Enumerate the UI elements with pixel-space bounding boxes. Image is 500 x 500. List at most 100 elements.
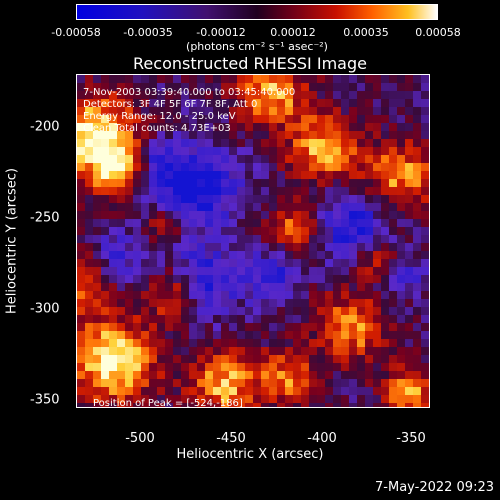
heatmap-cell — [181, 331, 189, 339]
heatmap-cell — [133, 395, 141, 403]
heatmap-cell — [77, 99, 85, 107]
heatmap-cell — [109, 243, 117, 251]
heatmap-cell — [221, 315, 229, 323]
heatmap-cell — [93, 235, 101, 243]
heatmap-cell — [245, 227, 253, 235]
heatmap-cell — [405, 347, 413, 355]
heatmap-cell — [373, 315, 381, 323]
image-plot[interactable]: 7-Nov-2003 03:39:40.000 to 03:45:40.000 … — [76, 74, 430, 408]
heatmap-cell — [405, 187, 413, 195]
heatmap-cell — [293, 179, 301, 187]
heatmap-cell — [317, 251, 325, 259]
heatmap-cell — [93, 251, 101, 259]
heatmap-cell — [77, 379, 85, 387]
heatmap-cell — [77, 299, 85, 307]
heatmap-cell — [381, 107, 389, 115]
heatmap-cell — [213, 243, 221, 251]
heatmap-cell — [93, 403, 101, 407]
heatmap-cell — [245, 403, 253, 407]
heatmap-cell — [213, 83, 221, 91]
heatmap-cell — [333, 155, 341, 163]
heatmap-cell — [133, 307, 141, 315]
heatmap-cell — [245, 235, 253, 243]
heatmap-cell — [237, 75, 245, 83]
heatmap-cell — [349, 99, 357, 107]
heatmap-cell — [301, 259, 309, 267]
heatmap-cell — [325, 187, 333, 195]
heatmap-cell — [277, 363, 285, 371]
heatmap-cell — [245, 243, 253, 251]
heatmap-cell — [365, 283, 373, 291]
heatmap-cell — [317, 163, 325, 171]
heatmap-cell — [277, 379, 285, 387]
heatmap-cell — [357, 339, 365, 347]
timestamp: 7-May-2022 09:23 — [375, 480, 494, 495]
heatmap-cell — [325, 339, 333, 347]
heatmap-cell — [205, 323, 213, 331]
heatmap-cell — [397, 219, 405, 227]
heatmap-cell — [309, 131, 317, 139]
heatmap-cell — [413, 347, 421, 355]
heatmap-cell — [309, 363, 317, 371]
heatmap-cell — [125, 107, 133, 115]
heatmap-cell — [101, 139, 109, 147]
heatmap-cell — [77, 139, 85, 147]
heatmap-cell — [405, 211, 413, 219]
heatmap-cell — [221, 99, 229, 107]
heatmap-cell — [317, 355, 325, 363]
heatmap-cell — [365, 227, 373, 235]
heatmap-cell — [389, 347, 397, 355]
heatmap-cell — [421, 299, 429, 307]
heatmap-cell — [109, 219, 117, 227]
heatmap-cell — [253, 91, 261, 99]
heatmap-cell — [165, 187, 173, 195]
heatmap-cell — [165, 203, 173, 211]
heatmap-cell — [173, 323, 181, 331]
heatmap-cell — [157, 355, 165, 363]
heatmap-cell — [101, 243, 109, 251]
heatmap-cell — [349, 75, 357, 83]
heatmap-cell — [197, 99, 205, 107]
heatmap-cell — [205, 139, 213, 147]
heatmap-cell — [181, 371, 189, 379]
heatmap-cell — [341, 235, 349, 243]
heatmap-cell — [261, 363, 269, 371]
heatmap-cell — [205, 355, 213, 363]
heatmap-cell — [101, 123, 109, 131]
heatmap-cell — [197, 315, 205, 323]
heatmap-cell — [109, 299, 117, 307]
heatmap-cell — [381, 395, 389, 403]
heatmap-cell — [389, 155, 397, 163]
heatmap-cell — [333, 219, 341, 227]
heatmap-cell — [325, 315, 333, 323]
heatmap-cell — [229, 323, 237, 331]
heatmap-cell — [125, 91, 133, 99]
heatmap-cell — [261, 299, 269, 307]
heatmap-cell — [181, 403, 189, 407]
heatmap-cell — [205, 347, 213, 355]
heatmap-cell — [229, 363, 237, 371]
heatmap-cell — [181, 363, 189, 371]
heatmap-cell — [141, 83, 149, 91]
heatmap-cell — [333, 163, 341, 171]
heatmap-cell — [317, 323, 325, 331]
heatmap-cell — [117, 347, 125, 355]
heatmap-cell — [125, 267, 133, 275]
heatmap-cell — [181, 395, 189, 403]
heatmap-cell — [213, 363, 221, 371]
heatmap-cell — [245, 187, 253, 195]
heatmap-cell — [149, 91, 157, 99]
heatmap-cell — [421, 99, 429, 107]
heatmap-cell — [173, 363, 181, 371]
heatmap-cell — [149, 347, 157, 355]
heatmap-cell — [365, 251, 373, 259]
heatmap-cell — [245, 371, 253, 379]
heatmap-cell — [333, 283, 341, 291]
heatmap-cell — [85, 163, 93, 171]
heatmap-cell — [261, 107, 269, 115]
heatmap-cell — [421, 283, 429, 291]
heatmap-cell — [149, 251, 157, 259]
heatmap-cell — [101, 75, 109, 83]
heatmap-cell — [205, 339, 213, 347]
heatmap-cell — [341, 107, 349, 115]
